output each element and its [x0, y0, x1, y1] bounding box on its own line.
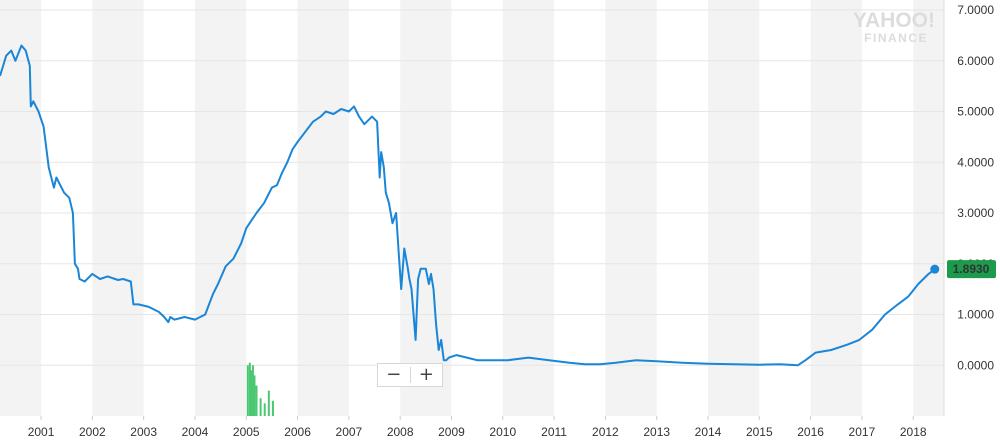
volume-bar	[253, 375, 256, 416]
year-band	[297, 0, 349, 416]
yahoo-finance-watermark: YAHOO! FINANCE	[853, 9, 935, 45]
year-band	[92, 0, 144, 416]
x-tick-label: 2009	[438, 425, 465, 439]
x-tick-label: 2002	[79, 425, 106, 439]
y-tick-label: 1.0000	[957, 308, 994, 322]
x-tick-label: 2008	[387, 425, 414, 439]
price-series-line	[0, 44, 936, 367]
zoom-in-button[interactable]: +	[411, 364, 443, 386]
volume-bar	[251, 365, 254, 416]
volume-bar	[248, 362, 251, 416]
x-tick-label: 2015	[746, 425, 773, 439]
volume-bar	[259, 398, 262, 416]
x-tick-label: 2001	[28, 425, 55, 439]
y-tick-label: 6.0000	[957, 54, 994, 68]
last-value-dot	[930, 264, 940, 274]
volume-bar	[250, 370, 253, 416]
year-band	[708, 0, 760, 416]
volume-bar	[263, 403, 266, 416]
watermark-line1: YAHOO!	[853, 9, 935, 32]
year-band	[810, 0, 862, 416]
series-layer	[0, 44, 936, 367]
y-tick-label: 7.0000	[957, 3, 994, 17]
gridline-layer	[0, 0, 945, 416]
year-band	[913, 0, 944, 416]
volume-bar	[246, 365, 249, 416]
last-value-label: 1.8930	[953, 262, 990, 276]
last-value-badge	[947, 260, 996, 279]
y-tick-label: 5.0000	[957, 105, 994, 119]
watermark-line2: FINANCE	[864, 31, 928, 45]
x-tick-label: 2018	[900, 425, 927, 439]
zoom-out-button[interactable]: −	[378, 364, 410, 386]
x-tick-label: 2011	[541, 425, 567, 439]
x-tick-label: 2017	[849, 425, 876, 439]
volume-bar	[271, 400, 274, 416]
year-band	[605, 0, 657, 416]
y-tick-label: 3.0000	[957, 206, 994, 220]
x-tick-label: 2006	[284, 425, 311, 439]
volume-bar	[267, 390, 270, 416]
x-tick-label: 2004	[182, 425, 209, 439]
volume-bar	[255, 385, 258, 416]
x-tick-label: 2016	[797, 425, 824, 439]
x-tick-label: 2003	[130, 425, 157, 439]
x-tick-label: 2007	[336, 425, 363, 439]
year-band	[194, 0, 247, 416]
y-tick-label: 0.0000	[957, 358, 994, 372]
band-layer	[0, 0, 944, 416]
x-tick-label: 2012	[592, 425, 619, 439]
volume-bars	[246, 362, 274, 416]
year-band	[0, 0, 42, 416]
year-band	[502, 0, 555, 416]
zoom-divider	[409, 367, 411, 383]
x-tick-label: 2014	[695, 425, 722, 439]
x-axis-ticks: 2001 2002 2003 2004 2005 2006 2007 2008 2009 2010…	[28, 416, 927, 439]
y-axis-ticks: 7.00006.00005.00004.00003.00002.00001.00…	[957, 3, 994, 372]
zoom-control: − +	[377, 363, 443, 387]
last-value-marker: 1.8930	[930, 260, 996, 279]
x-tick-label: 2005	[233, 425, 260, 439]
x-tick-label: 2010	[489, 425, 516, 439]
x-tick-label: 2013	[643, 425, 670, 439]
y-tick-label: 4.0000	[957, 155, 994, 169]
